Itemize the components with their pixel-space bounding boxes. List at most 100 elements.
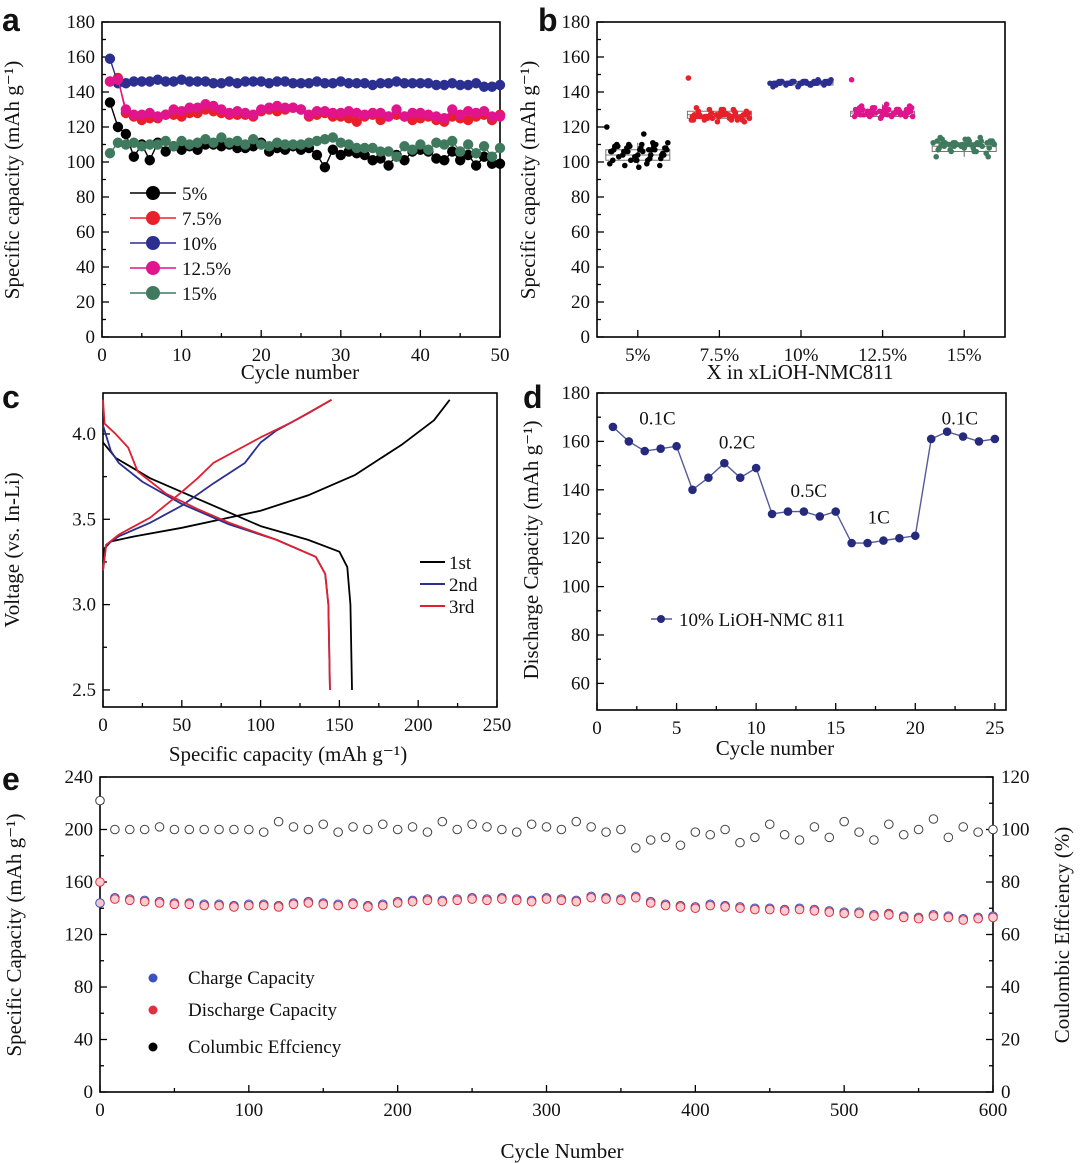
data-point bbox=[287, 139, 299, 150]
data-point bbox=[287, 102, 299, 113]
data-point bbox=[160, 135, 171, 147]
data-point bbox=[423, 144, 434, 155]
data-point bbox=[431, 111, 442, 122]
y-tick-label: 100 bbox=[562, 152, 591, 173]
data-point bbox=[986, 145, 992, 151]
data-point bbox=[660, 900, 671, 911]
data-point bbox=[154, 822, 165, 832]
data-point bbox=[672, 441, 681, 451]
data-point bbox=[657, 162, 663, 169]
data-point bbox=[690, 903, 701, 914]
data-point bbox=[391, 76, 402, 87]
data-point bbox=[470, 148, 482, 159]
data-point bbox=[478, 106, 490, 117]
data-point bbox=[303, 898, 314, 908]
data-point bbox=[139, 824, 150, 835]
data-point bbox=[229, 824, 239, 835]
data-point bbox=[319, 162, 331, 173]
data-point bbox=[359, 78, 370, 89]
data-point bbox=[256, 139, 267, 150]
data-point bbox=[104, 76, 116, 87]
data-point bbox=[455, 155, 466, 166]
legend-label: Discharge Capacity bbox=[188, 1000, 337, 1021]
legend-label: 5% bbox=[182, 184, 208, 205]
data-point bbox=[184, 102, 195, 113]
data-point bbox=[383, 160, 394, 171]
y-axis-label: Specific Capacity (mAh g⁻¹) bbox=[2, 813, 26, 1056]
data-point bbox=[176, 106, 187, 117]
data-point bbox=[462, 79, 474, 91]
panel-e: 0 100 200 300 400 500 600040801201602002400204… bbox=[2, 767, 1074, 1163]
data-point bbox=[244, 824, 254, 835]
data-point bbox=[462, 106, 474, 117]
data-point bbox=[333, 827, 343, 837]
data-point bbox=[895, 533, 904, 543]
data-point bbox=[913, 824, 924, 835]
x-tick-label: 200 bbox=[404, 715, 433, 736]
x-tick-label: 12.5% bbox=[858, 345, 907, 366]
data-point bbox=[271, 76, 283, 87]
data-point bbox=[637, 146, 643, 153]
x-tick-label: 50 bbox=[172, 715, 191, 736]
data-point bbox=[497, 894, 507, 904]
data-point bbox=[624, 437, 634, 446]
data-point bbox=[335, 76, 346, 87]
data-point bbox=[184, 76, 195, 87]
data-point bbox=[958, 143, 964, 150]
y2-tick-label: 120 bbox=[1001, 767, 1030, 788]
legend-label: Columbic Effciency bbox=[188, 1037, 342, 1058]
data-point bbox=[318, 819, 329, 830]
data-point bbox=[415, 78, 426, 89]
data-point bbox=[977, 134, 983, 141]
data-point bbox=[415, 139, 426, 150]
y-tick-label: 160 bbox=[67, 47, 96, 68]
data-point bbox=[271, 137, 283, 148]
data-point bbox=[152, 111, 163, 122]
x-tick-label: 25 bbox=[985, 718, 1004, 739]
data-point bbox=[854, 827, 864, 837]
data-point bbox=[665, 139, 671, 146]
y-tick-label: 120 bbox=[67, 117, 96, 138]
x-tick-label: 20 bbox=[252, 345, 271, 366]
y-tick-label: 60 bbox=[571, 222, 590, 243]
data-point bbox=[541, 894, 552, 904]
data-point bbox=[392, 824, 403, 835]
data-point bbox=[526, 819, 537, 830]
data-point bbox=[526, 896, 537, 907]
data-point bbox=[112, 121, 124, 133]
data-point bbox=[399, 155, 410, 166]
x-axis-label: Cycle number bbox=[241, 360, 359, 384]
data-point bbox=[335, 137, 346, 148]
data-point bbox=[110, 824, 120, 835]
x-axis-label: Specific capacity (mAh g⁻¹) bbox=[169, 742, 407, 766]
series-15% bbox=[104, 132, 506, 162]
data-point bbox=[327, 132, 339, 143]
curve-1st-discharge bbox=[102, 441, 353, 690]
panel-letter: a bbox=[2, 2, 20, 38]
data-point bbox=[184, 139, 195, 150]
curve-2nd-charge bbox=[102, 399, 332, 571]
data-point bbox=[335, 149, 346, 161]
data-point bbox=[983, 150, 989, 157]
rate-annotation: 0.2C bbox=[719, 433, 755, 454]
data-point bbox=[415, 107, 426, 119]
data-point bbox=[244, 900, 254, 911]
data-point bbox=[701, 117, 708, 123]
data-point bbox=[631, 892, 641, 903]
legend-marker bbox=[148, 973, 158, 983]
data-point bbox=[990, 434, 1000, 444]
data-point bbox=[462, 149, 474, 161]
data-point bbox=[431, 153, 442, 164]
panel-letter: b bbox=[538, 2, 558, 38]
data-point bbox=[318, 899, 329, 910]
data-point bbox=[367, 142, 378, 154]
x-tick-label: 10% bbox=[784, 345, 819, 366]
y-tick-label: 180 bbox=[562, 12, 591, 33]
data-point bbox=[675, 840, 686, 851]
data-point bbox=[725, 111, 732, 118]
data-point bbox=[160, 146, 171, 157]
data-point bbox=[303, 109, 315, 120]
y-tick-label: 40 bbox=[571, 257, 590, 278]
data-point bbox=[104, 97, 116, 108]
data-point bbox=[199, 900, 209, 911]
